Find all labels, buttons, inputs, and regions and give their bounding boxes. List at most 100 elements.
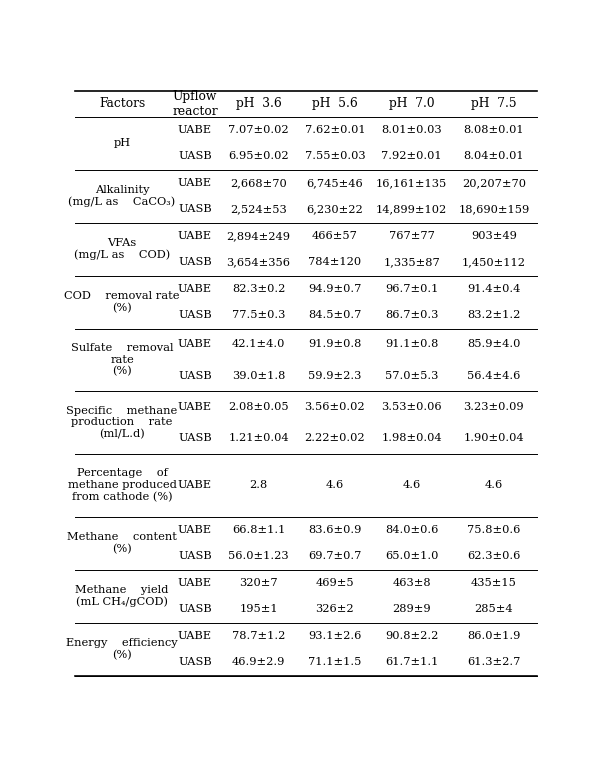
Text: UASB: UASB [178,257,212,267]
Text: UASB: UASB [178,204,212,214]
Text: 2.8: 2.8 [250,480,267,490]
Text: 4.6: 4.6 [326,480,344,490]
Text: 96.7±0.1: 96.7±0.1 [385,284,438,294]
Text: 8.01±0.03: 8.01±0.03 [381,125,442,135]
Text: 39.0±1.8: 39.0±1.8 [232,370,285,380]
Text: 1.90±0.04: 1.90±0.04 [463,433,524,443]
Text: 2,668±70: 2,668±70 [230,178,287,188]
Text: Specific    methane
production    rate
(ml/L.d): Specific methane production rate (ml/L.d… [66,406,178,439]
Text: 435±15: 435±15 [471,578,517,587]
Text: 46.9±2.9: 46.9±2.9 [232,657,285,667]
Text: 69.7±0.7: 69.7±0.7 [308,551,362,562]
Text: 83.6±0.9: 83.6±0.9 [308,524,362,535]
Text: 18,690±159: 18,690±159 [458,204,530,214]
Text: 195±1: 195±1 [239,604,278,614]
Text: 57.0±5.3: 57.0±5.3 [385,370,438,380]
Text: 285±4: 285±4 [475,604,513,614]
Text: UABE: UABE [178,284,212,294]
Text: UABE: UABE [178,578,212,587]
Text: 466±57: 466±57 [312,231,358,241]
Text: 91.9±0.8: 91.9±0.8 [308,339,362,349]
Text: UABE: UABE [178,339,212,349]
Text: UABE: UABE [178,125,212,135]
Text: 7.62±0.01: 7.62±0.01 [304,125,365,135]
Text: 86.7±0.3: 86.7±0.3 [385,310,438,320]
Text: 20,207±70: 20,207±70 [462,178,526,188]
Text: UABE: UABE [178,231,212,241]
Text: Percentage    of
methane produced
from cathode (%): Percentage of methane produced from cath… [67,468,177,502]
Text: 85.9±4.0: 85.9±4.0 [467,339,521,349]
Text: 2.08±0.05: 2.08±0.05 [228,402,289,412]
Text: Sulfate    removal
rate
(%): Sulfate removal rate (%) [71,343,173,376]
Text: 4.6: 4.6 [402,480,421,490]
Text: 320±7: 320±7 [239,578,278,587]
Text: UASB: UASB [178,370,212,380]
Text: pH  7.5: pH 7.5 [471,97,516,110]
Text: 7.55±0.03: 7.55±0.03 [304,151,365,162]
Text: 6,745±46: 6,745±46 [306,178,363,188]
Text: 4.6: 4.6 [485,480,503,490]
Text: 75.8±0.6: 75.8±0.6 [467,524,521,535]
Text: UABE: UABE [178,178,212,188]
Text: Upflow
reactor: Upflow reactor [172,90,218,118]
Text: 2,524±53: 2,524±53 [230,204,287,214]
Text: 1.98±0.04: 1.98±0.04 [381,433,442,443]
Text: UABE: UABE [178,402,212,412]
Text: 3.23±0.09: 3.23±0.09 [463,402,524,412]
Text: 6.95±0.02: 6.95±0.02 [228,151,289,162]
Text: 469±5: 469±5 [316,578,354,587]
Text: UASB: UASB [178,151,212,162]
Text: 61.3±2.7: 61.3±2.7 [467,657,521,667]
Text: 91.1±0.8: 91.1±0.8 [385,339,438,349]
Text: 1,450±112: 1,450±112 [462,257,526,267]
Text: Methane    content
(%): Methane content (%) [67,532,177,554]
Text: 71.1±1.5: 71.1±1.5 [308,657,362,667]
Text: UASB: UASB [178,604,212,614]
Text: pH  5.6: pH 5.6 [312,97,358,110]
Text: 90.8±2.2: 90.8±2.2 [385,631,438,641]
Text: 42.1±4.0: 42.1±4.0 [232,339,285,349]
Text: 1,335±87: 1,335±87 [383,257,440,267]
Text: 767±77: 767±77 [389,231,435,241]
Text: 77.5±0.3: 77.5±0.3 [232,310,285,320]
Text: 3.53±0.06: 3.53±0.06 [381,402,442,412]
Text: 83.2±1.2: 83.2±1.2 [467,310,521,320]
Text: 56.4±4.6: 56.4±4.6 [467,370,521,380]
Text: UABE: UABE [178,480,212,490]
Text: UABE: UABE [178,524,212,535]
Text: Methane    yield
(mL CH₄/gCOD): Methane yield (mL CH₄/gCOD) [75,585,169,607]
Text: 2,894±249: 2,894±249 [226,231,291,241]
Text: 78.7±1.2: 78.7±1.2 [232,631,285,641]
Text: 65.0±1.0: 65.0±1.0 [385,551,438,562]
Text: Factors: Factors [99,97,145,110]
Text: 84.5±0.7: 84.5±0.7 [308,310,362,320]
Text: 94.9±0.7: 94.9±0.7 [308,284,362,294]
Text: UASB: UASB [178,551,212,562]
Text: UASB: UASB [178,433,212,443]
Text: 2.22±0.02: 2.22±0.02 [304,433,365,443]
Text: VFAs
(mg/L as    COD): VFAs (mg/L as COD) [74,238,170,260]
Text: COD    removal rate
(%): COD removal rate (%) [64,291,180,313]
Text: 7.92±0.01: 7.92±0.01 [381,151,442,162]
Text: 289±9: 289±9 [392,604,431,614]
Text: Energy    efficiency
(%): Energy efficiency (%) [66,638,178,660]
Text: 62.3±0.6: 62.3±0.6 [467,551,521,562]
Text: 61.7±1.1: 61.7±1.1 [385,657,438,667]
Text: 86.0±1.9: 86.0±1.9 [467,631,521,641]
Text: 784±120: 784±120 [308,257,361,267]
Text: 463±8: 463±8 [392,578,431,587]
Text: 903±49: 903±49 [471,231,517,241]
Text: 8.08±0.01: 8.08±0.01 [463,125,524,135]
Text: 16,161±135: 16,161±135 [376,178,447,188]
Text: 84.0±0.6: 84.0±0.6 [385,524,438,535]
Text: 3,654±356: 3,654±356 [226,257,291,267]
Text: 14,899±102: 14,899±102 [376,204,447,214]
Text: 8.04±0.01: 8.04±0.01 [463,151,524,162]
Text: pH  7.0: pH 7.0 [389,97,435,110]
Text: Alkalinity
(mg/L as    CaCO₃): Alkalinity (mg/L as CaCO₃) [69,185,176,207]
Text: UASB: UASB [178,657,212,667]
Text: 91.4±0.4: 91.4±0.4 [467,284,521,294]
Text: 82.3±0.2: 82.3±0.2 [232,284,285,294]
Text: 7.07±0.02: 7.07±0.02 [228,125,289,135]
Text: 326±2: 326±2 [316,604,354,614]
